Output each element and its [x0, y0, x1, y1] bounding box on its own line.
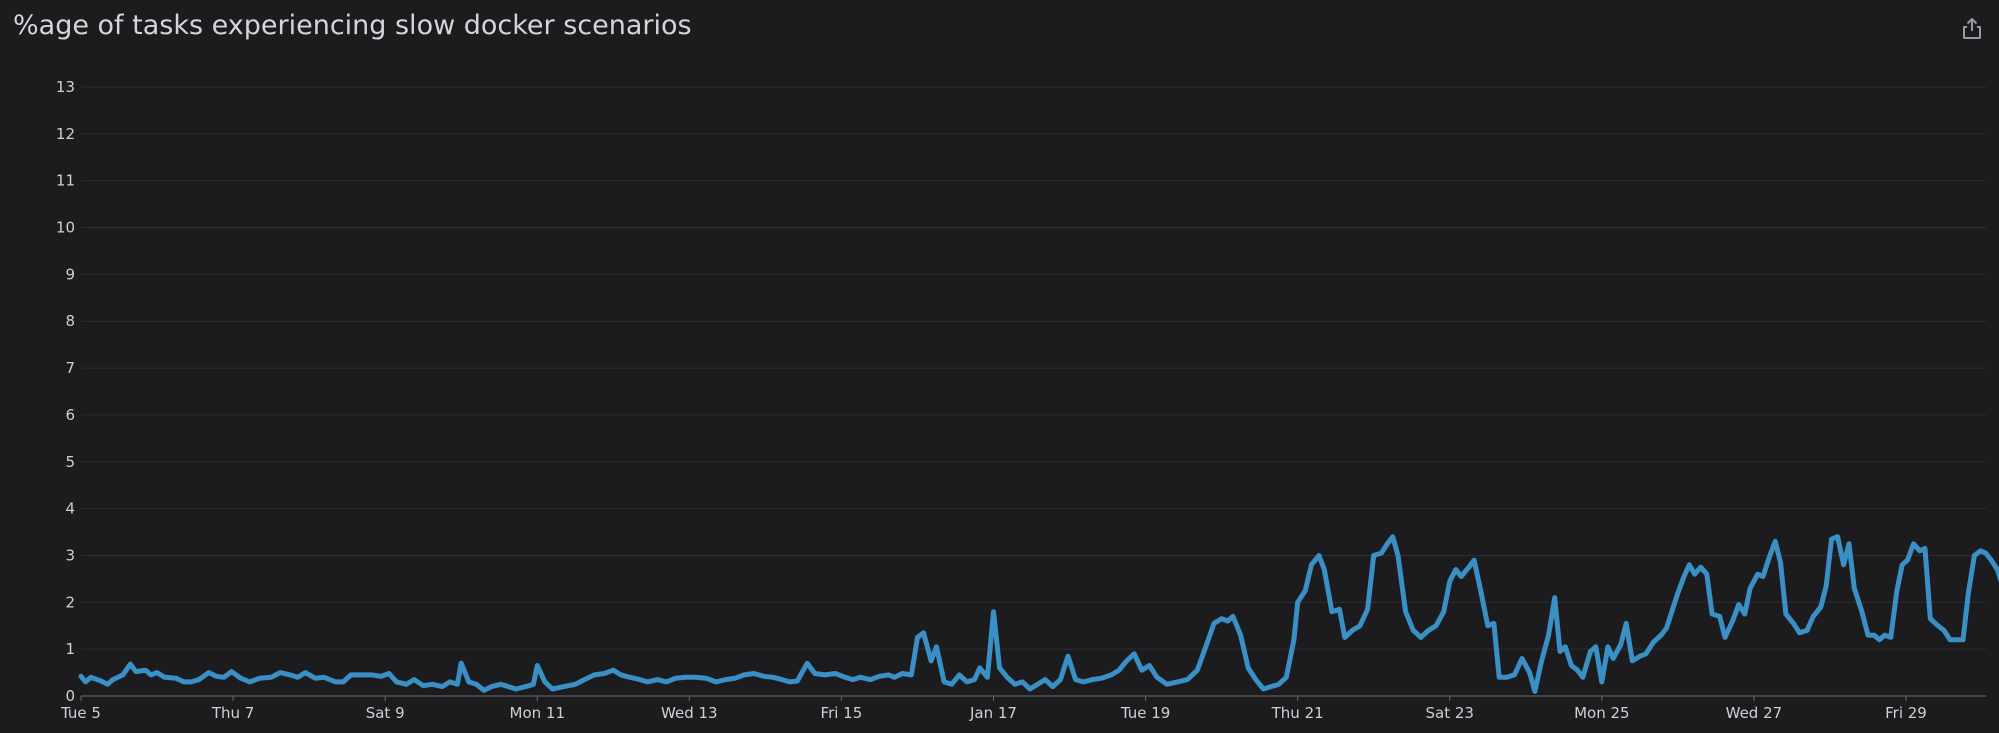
x-tick-label: Mon 11 — [510, 704, 565, 722]
x-tick-label: Mon 25 — [1574, 704, 1629, 722]
x-tick-label: Sat 23 — [1426, 704, 1474, 722]
y-tick-label: 2 — [65, 593, 75, 611]
y-tick-label: 12 — [56, 125, 75, 143]
x-tick-label: Thu 21 — [1271, 704, 1324, 722]
x-tick-label: Sat 9 — [366, 704, 405, 722]
x-tick-label: Tue 19 — [1120, 704, 1170, 722]
x-tick-label: Wed 27 — [1726, 704, 1783, 722]
y-tick-label: 0 — [65, 687, 75, 705]
x-tick-label: Fri 29 — [1885, 704, 1927, 722]
y-tick-label: 4 — [65, 500, 75, 518]
y-tick-label: 11 — [56, 172, 75, 190]
y-tick-label: 13 — [56, 78, 75, 96]
y-tick-label: 1 — [65, 640, 75, 658]
x-tick-label: Fri 15 — [821, 704, 863, 722]
y-tick-label: 8 — [65, 312, 75, 330]
share-icon[interactable] — [1959, 16, 1985, 42]
x-tick-label: Tue 5 — [60, 704, 101, 722]
x-tick-label: Jan 17 — [969, 704, 1017, 722]
series-line-0 — [78, 534, 1999, 694]
x-tick-label: Thu 7 — [211, 704, 255, 722]
y-tick-label: 5 — [65, 453, 75, 471]
y-tick-label: 9 — [65, 265, 75, 283]
y-tick-label: 6 — [65, 406, 75, 424]
chart-title: %age of tasks experiencing slow docker s… — [13, 10, 692, 41]
y-tick-label: 3 — [65, 546, 75, 564]
y-tick-label: 10 — [56, 219, 75, 237]
x-tick-label: Wed 13 — [661, 704, 718, 722]
y-tick-label: 7 — [65, 359, 75, 377]
